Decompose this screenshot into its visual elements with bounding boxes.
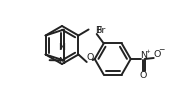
Text: O: O — [139, 72, 146, 81]
Text: O: O — [86, 53, 93, 61]
Text: Br: Br — [96, 26, 106, 35]
Text: +: + — [145, 49, 150, 53]
Text: F: F — [96, 25, 101, 35]
Text: N: N — [58, 43, 65, 52]
Text: N: N — [140, 50, 147, 60]
Text: N: N — [58, 57, 65, 66]
Text: O: O — [153, 49, 160, 58]
Text: −: − — [159, 45, 165, 54]
